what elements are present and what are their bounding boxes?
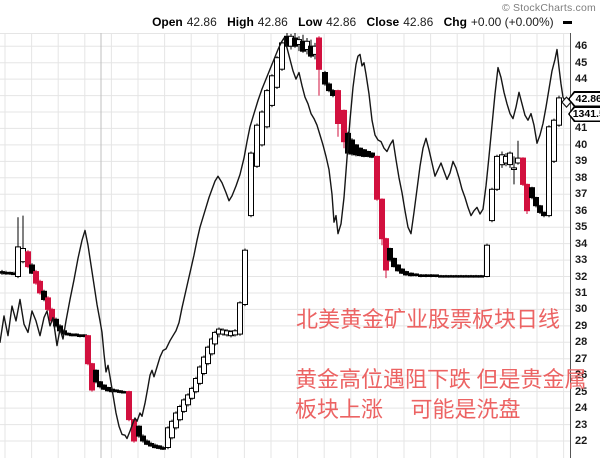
y-axis-label: 35 xyxy=(575,221,588,234)
y-axis-label: 32 xyxy=(575,270,588,283)
y-axis-label: 41 xyxy=(575,122,588,135)
low-value: 42.86 xyxy=(326,15,357,29)
y-axis-label: 34 xyxy=(575,237,588,250)
y-axis-label: 36 xyxy=(575,204,588,217)
y-axis-label: 30 xyxy=(575,303,588,316)
open-value: 42.86 xyxy=(186,15,217,29)
y-axis-label: 22 xyxy=(575,435,588,447)
annotation-comment-line1: 黄金高位遇阻下跌 但是贵金属 xyxy=(295,367,587,392)
close-value: 42.86 xyxy=(403,15,434,29)
y-axis-label: 38 xyxy=(575,171,588,184)
y-axis-label: 28 xyxy=(575,336,588,349)
y-axis-label: 27 xyxy=(575,352,588,365)
chg-value: +0.00 (+0.00%) xyxy=(470,15,554,29)
annotation-comment-line2: 板块上涨 可能是洗盘 xyxy=(295,397,521,422)
y-axis-label: 25 xyxy=(575,385,588,398)
y-axis-label: 40 xyxy=(575,138,588,151)
gold-price-badge: 1341.5 xyxy=(568,106,600,122)
chg-label: Chg xyxy=(443,15,467,29)
y-axis-label: 46 xyxy=(575,40,588,53)
y-axis-label: 45 xyxy=(575,56,588,69)
y-axis-label: 26 xyxy=(575,369,588,382)
annotation-title: 北美黄金矿业股票板块日线 xyxy=(296,307,561,332)
y-axis-label: 37 xyxy=(575,188,588,201)
stockcharts-copyright: © StockCharts.com xyxy=(502,2,596,14)
ohlc-legend: Open 42.86 High 42.86 Low 42.86 Close 42.86 … xyxy=(152,15,572,29)
y-axis-label: 24 xyxy=(575,402,588,415)
y-axis-label: 29 xyxy=(575,319,588,332)
open-label: Open xyxy=(152,15,183,29)
y-axis-label: 23 xyxy=(575,418,588,431)
high-label: High xyxy=(227,15,254,29)
y-axis-label: 33 xyxy=(575,254,588,267)
y-axis-label: 39 xyxy=(575,155,588,168)
badge-value: 42.86 xyxy=(569,92,600,106)
high-value: 42.86 xyxy=(257,15,288,29)
badge-value: 1341.5 xyxy=(569,107,600,121)
y-axis-label: 44 xyxy=(575,73,588,86)
y-axis-label: 31 xyxy=(575,286,588,299)
low-label: Low xyxy=(298,15,323,29)
last-price-badge: 42.86 xyxy=(568,91,600,107)
series-dash-icon xyxy=(563,21,572,25)
close-label: Close xyxy=(366,15,400,29)
